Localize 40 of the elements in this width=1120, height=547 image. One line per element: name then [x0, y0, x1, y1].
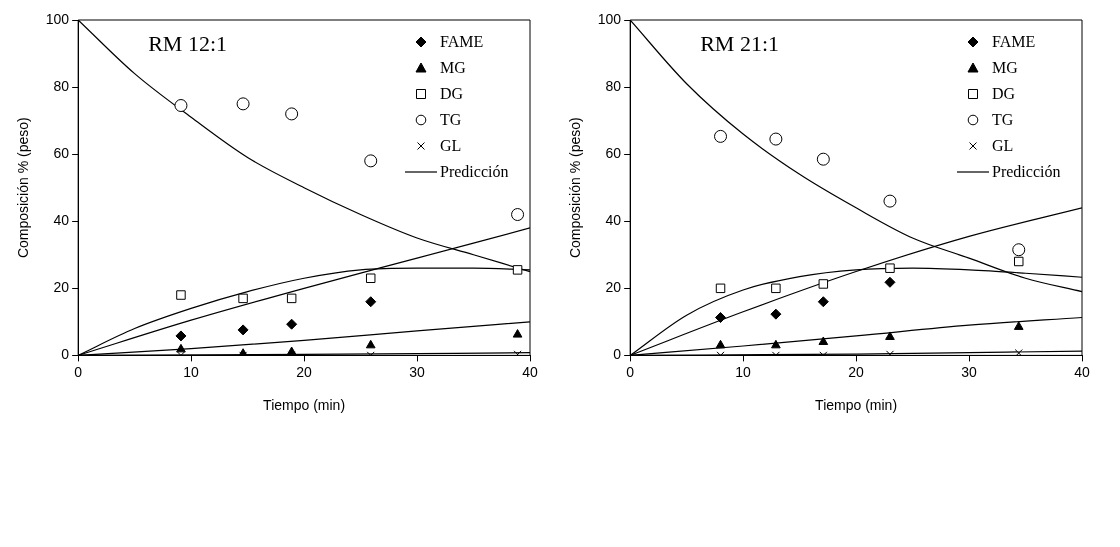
- text: RM 12:1: [148, 30, 228, 56]
- x-tick-label: 30: [409, 363, 426, 380]
- x-tick-label: 20: [296, 363, 313, 380]
- x-tick-label: 40: [522, 363, 538, 380]
- legend-label: TG: [440, 111, 462, 129]
- y-tick-label: 100: [597, 10, 622, 27]
- x-tick-label: 10: [183, 363, 200, 380]
- x-tick-label: 10: [735, 363, 752, 380]
- legend-label: FAME: [440, 33, 484, 51]
- legend-label: Predicción: [992, 163, 1061, 181]
- legend-label: TG: [992, 111, 1014, 129]
- y-tick-label: 20: [605, 279, 622, 296]
- x-tick-label: 0: [74, 363, 83, 380]
- y-tick-label: 80: [53, 77, 70, 94]
- x-tick-label: 30: [961, 363, 978, 380]
- y-tick-label: 60: [605, 145, 622, 162]
- legend-label: DG: [440, 85, 464, 103]
- y-axis-title: Composición % (peso): [15, 117, 32, 259]
- text: RM 21:1: [700, 30, 780, 56]
- legend-label: MG: [992, 59, 1019, 77]
- x-tick-label: 40: [1074, 363, 1090, 380]
- x-tick-label: 0: [626, 363, 635, 380]
- legend-label: DG: [992, 85, 1016, 103]
- x-axis-title: Tiempo (min): [263, 397, 346, 414]
- y-tick-label: 0: [613, 346, 622, 363]
- x-axis-title: Tiempo (min): [815, 397, 898, 414]
- legend-label: GL: [440, 137, 462, 155]
- y-tick-label: 60: [53, 145, 70, 162]
- legend-label: MG: [440, 59, 467, 77]
- y-tick-label: 40: [605, 212, 622, 229]
- y-axis-title: Composición % (peso): [567, 117, 584, 259]
- y-tick-label: 80: [605, 77, 622, 94]
- y-tick-label: 40: [53, 212, 70, 229]
- legend-label: FAME: [992, 33, 1036, 51]
- y-tick-label: 100: [45, 10, 70, 27]
- legend-label: GL: [992, 137, 1014, 155]
- x-tick-label: 20: [848, 363, 865, 380]
- legend-label: Predicción: [440, 163, 509, 181]
- y-tick-label: 20: [53, 279, 70, 296]
- y-tick-label: 0: [61, 346, 70, 363]
